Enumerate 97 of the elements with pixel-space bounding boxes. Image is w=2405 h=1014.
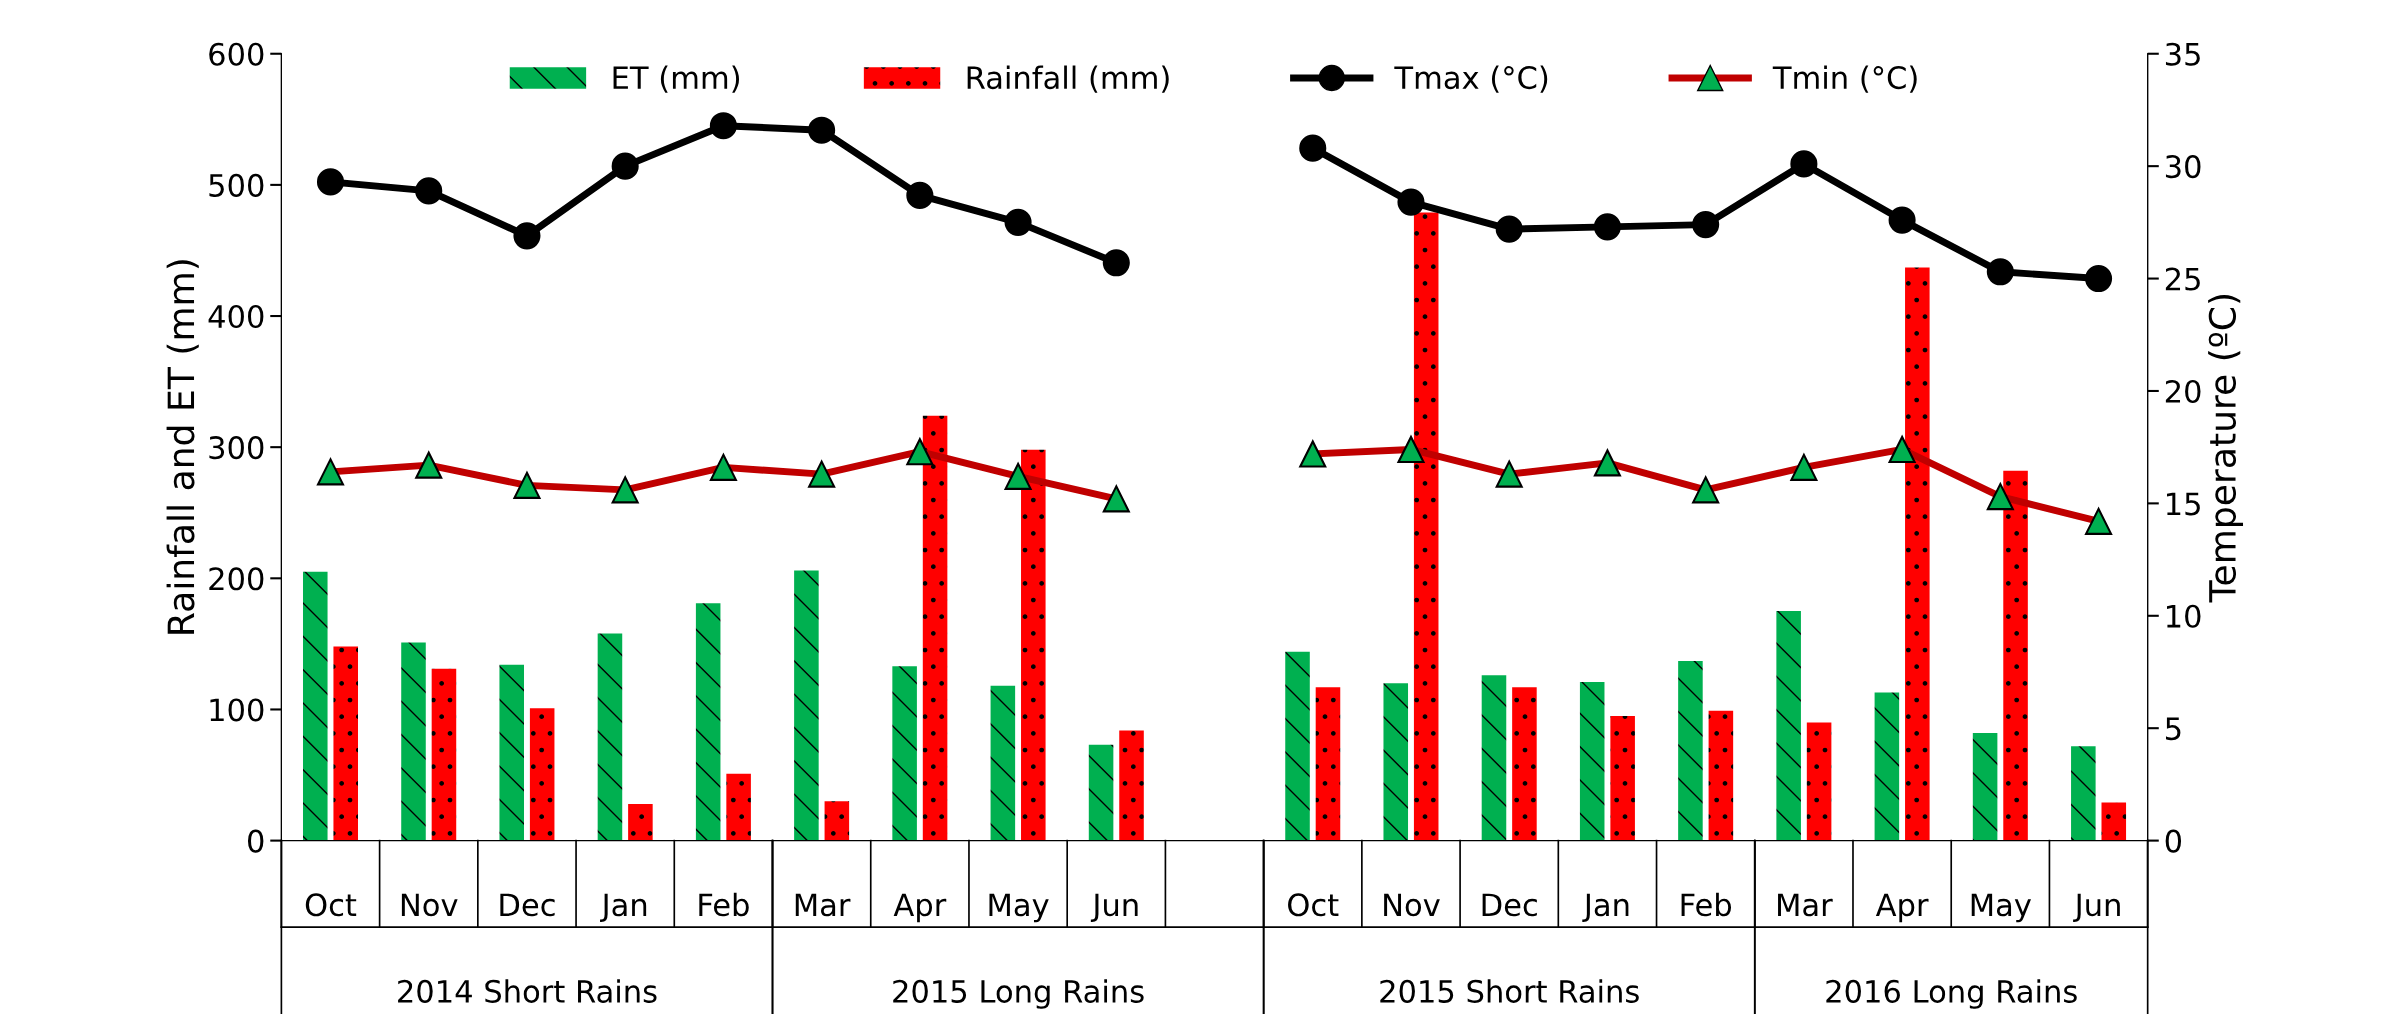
- bar: [1315, 687, 1341, 841]
- bar: [499, 664, 524, 841]
- legend-label: Tmin (°C): [1772, 65, 1917, 93]
- x-tick-label: May: [989, 893, 1049, 923]
- y2-tick-label: 35: [2165, 42, 2200, 66]
- bar: [1874, 692, 1900, 841]
- x-tick-label: Dec: [500, 893, 555, 917]
- bar: [333, 646, 358, 841]
- x-tick-label: May: [1971, 893, 2031, 923]
- y2-tick-label: 25: [2165, 267, 2200, 291]
- y-axis-title: Rainfall and ET (mm): [166, 260, 199, 634]
- bar: [1678, 660, 1703, 841]
- legend-label: Rainfall (mm): [967, 65, 1169, 93]
- bar: [1413, 212, 1439, 841]
- point: [1397, 188, 1425, 216]
- x-tick-label: Mar: [1778, 893, 1833, 917]
- bar: [401, 642, 426, 841]
- text: 2016 Long Rains: [1826, 979, 2077, 1009]
- bar: [794, 570, 819, 841]
- bar: [695, 603, 721, 841]
- bar: [1579, 681, 1605, 841]
- y-tick-label: 0: [247, 829, 264, 853]
- bar: [1512, 687, 1537, 841]
- point: [316, 168, 345, 196]
- x-tick-label: Feb: [699, 892, 749, 917]
- point: [611, 152, 639, 180]
- bar: [824, 801, 850, 841]
- point: [1299, 134, 1327, 162]
- y-tick-label: 200: [209, 567, 264, 591]
- bar: [1708, 710, 1734, 841]
- bar: [1776, 611, 1801, 841]
- bar: [2003, 470, 2028, 841]
- point: [1593, 213, 1621, 241]
- point: [1495, 215, 1523, 243]
- bar: [2101, 802, 2127, 841]
- y-tick-label: 400: [208, 304, 264, 329]
- bar: [597, 633, 623, 841]
- text: 2015 Long Rains: [893, 979, 1144, 1009]
- x-tick-label: Mar: [795, 893, 851, 917]
- y2-tick-label: 0: [2165, 829, 2182, 853]
- x-tick-label: Dec: [1482, 893, 1537, 917]
- legend-label: Tmax (°C): [1394, 65, 1548, 93]
- x-tick-label: Nov: [401, 893, 458, 917]
- y2-tick-label: 20: [2165, 379, 2201, 404]
- bar: [2071, 746, 2096, 841]
- bar: [1119, 730, 1144, 841]
- text: 2015 Short Rains: [1380, 979, 1639, 1003]
- text: 2014 Short Rains: [398, 979, 657, 1003]
- bar: [1285, 651, 1310, 841]
- y2-tick-label: 10: [2166, 604, 2201, 628]
- bar: [431, 668, 457, 841]
- point: [1102, 249, 1130, 277]
- bar: [1610, 716, 1635, 841]
- point: [415, 177, 443, 205]
- bar: [1806, 722, 1832, 841]
- y2-tick-label: 5: [2166, 717, 2181, 741]
- bar: [990, 685, 1016, 841]
- point: [1888, 206, 1916, 234]
- bar: [1905, 267, 1930, 841]
- bar: [726, 773, 751, 841]
- y-tick-label: 300: [209, 436, 264, 460]
- x-tick-label: Nov: [1384, 893, 1440, 917]
- y2-axis-title: Temperature (ºC): [2208, 294, 2244, 603]
- y-tick-label: 100: [210, 698, 264, 722]
- x-tick-label: Jan: [1582, 893, 1629, 923]
- legend-label: ET (mm): [613, 65, 740, 93]
- y-tick-label: 600: [209, 42, 264, 66]
- x-tick-label: Apr: [893, 893, 947, 923]
- x-tick-label: Oct: [305, 893, 357, 917]
- y-tick-label: 500: [209, 173, 264, 197]
- bar: [1088, 744, 1114, 841]
- y2-tick-label: 30: [2165, 155, 2201, 179]
- point: [1790, 150, 1818, 178]
- x-tick-label: Feb: [1681, 892, 1732, 917]
- bar: [628, 803, 653, 841]
- bar: [1021, 449, 1046, 841]
- x-tick-label: Jun: [2073, 893, 2120, 923]
- bar: [1383, 683, 1409, 841]
- point: [1004, 208, 1032, 236]
- x-tick-label: Oct: [1288, 893, 1339, 917]
- bar: [1481, 675, 1507, 841]
- y2-tick-label: 15: [2166, 492, 2200, 516]
- x-tick-label: Jan: [600, 893, 647, 923]
- bar: [302, 571, 328, 841]
- bar: [1972, 733, 1998, 841]
- point: [808, 116, 836, 144]
- x-tick-label: Apr: [1875, 893, 1929, 923]
- bar: [529, 708, 555, 841]
- point: [1986, 258, 2014, 286]
- point: [1692, 211, 1720, 239]
- point: [513, 222, 541, 250]
- point: [2085, 265, 2113, 293]
- bar: [922, 415, 948, 841]
- x-tick-label: Jun: [1090, 893, 1138, 923]
- point: [709, 112, 737, 140]
- bar: [892, 666, 917, 841]
- point: [906, 181, 934, 209]
